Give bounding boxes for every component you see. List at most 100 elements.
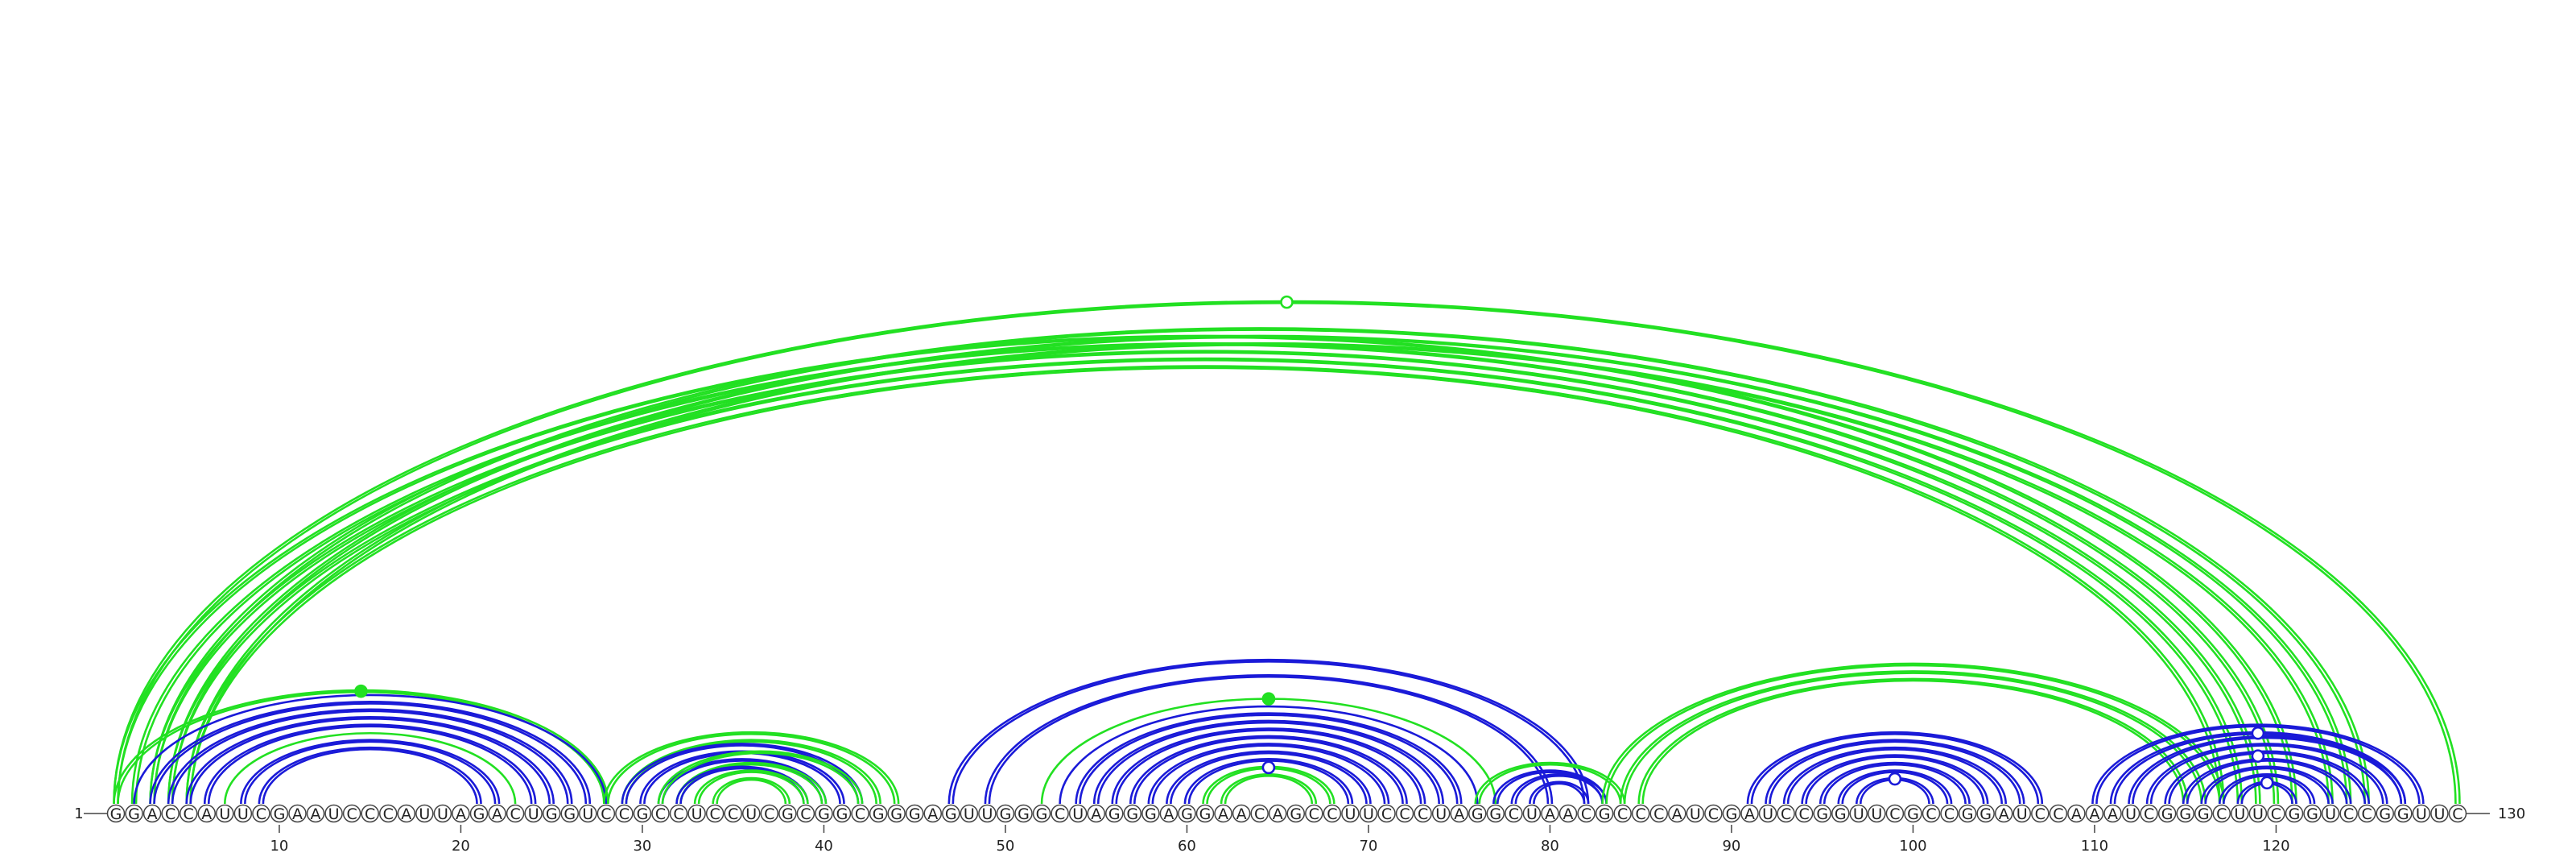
base-pair-arc-3-27-1 <box>149 701 592 805</box>
base-pair-arc-4-118-2 <box>171 358 2240 805</box>
nucleotide-circle-104 <box>1976 804 1995 823</box>
base-pair-arc-4-124-1 <box>167 334 2352 805</box>
nucleotide-106: U <box>2017 805 2028 823</box>
nucleotide-circle-57 <box>1123 804 1142 823</box>
base-pair-arc-91-107-1 <box>1746 731 2044 805</box>
nucleotide-84: C <box>1617 805 1628 823</box>
nucleotide-16: C <box>383 805 394 823</box>
nucleotide-9: C <box>256 805 266 823</box>
nucleotide-circle-129 <box>2430 804 2449 823</box>
nucleotide-54: U <box>1072 805 1084 823</box>
base-pair-arc-110-128-1 <box>2091 723 2425 805</box>
nucleotide-2: G <box>128 805 140 823</box>
base-pair-arc-116-123-1 <box>2200 765 2334 805</box>
nucleotide-circle-3 <box>142 804 162 823</box>
start-label: 1 <box>74 805 83 822</box>
nucleotide-124: C <box>2343 805 2354 823</box>
nucleotide-114: G <box>2161 805 2174 823</box>
nucleotide-circle-112 <box>2121 804 2140 823</box>
base-pair-arc-110-128-2 <box>2095 725 2421 805</box>
base-pair-arc-3-125-2 <box>153 329 2366 805</box>
nucleotide-48: U <box>964 805 975 823</box>
base-pair-arc-28-44-2 <box>607 733 896 805</box>
nucleotide-circle-78 <box>1505 804 1523 823</box>
nucleotide-circle-100 <box>1904 804 1922 823</box>
nucleotide-circle-68 <box>1323 804 1342 823</box>
nucleotide-circle-4 <box>161 804 180 823</box>
nucleotide-circle-34 <box>705 804 724 823</box>
nucleotide-circle-114 <box>2157 804 2177 823</box>
base-pair-arc-55-74-1 <box>1092 719 1444 805</box>
base-pair-arc-78-83-2 <box>1514 775 1604 805</box>
nucleotide-129: U <box>2434 805 2445 823</box>
nucleotide-circle-13 <box>324 804 343 823</box>
nucleotide-38: G <box>782 805 794 823</box>
nucleotide-12: A <box>311 805 321 823</box>
nucleotide-65: A <box>1273 805 1283 823</box>
nucleotide-81: A <box>1563 805 1574 823</box>
nucleotide-26: G <box>564 805 576 823</box>
nucleotide-circle-1 <box>106 804 126 823</box>
nucleotide-85: C <box>1636 805 1646 823</box>
base-pair-arc-47-82-1 <box>947 658 1590 805</box>
nucleotide-circle-10 <box>270 804 289 823</box>
nucleotide-122: G <box>2306 805 2318 823</box>
base-pair-arc-49-80-2 <box>988 675 1550 805</box>
base-pair-arc-33-39-1 <box>693 769 809 805</box>
base-pair-arc-56-73-2 <box>1115 729 1422 805</box>
arcs-layer <box>113 300 2461 805</box>
nucleotide-113: C <box>2144 805 2154 823</box>
nucleotide-circle-94 <box>1794 804 1814 823</box>
base-pair-arc-94-104-2 <box>1805 756 1985 805</box>
nucleotide-130: C <box>2452 805 2462 823</box>
nucleotide-10: G <box>274 805 286 823</box>
nucleotide-circle-52 <box>1032 804 1051 823</box>
nucleotide-33: U <box>691 805 703 823</box>
nucleotide-73: C <box>1418 805 1428 823</box>
nucleotide-circle-41 <box>832 804 852 823</box>
nucleotide-circle-125 <box>2357 804 2376 823</box>
nucleotide-40: G <box>818 805 830 823</box>
nucleotide-circle-38 <box>778 804 797 823</box>
nucleotide-87: A <box>1672 805 1682 823</box>
nucleotide-52: G <box>1036 805 1048 823</box>
arc-marker-61-68 <box>1261 760 1276 775</box>
markers-layer <box>354 295 2274 790</box>
nucleotide-31: C <box>655 805 666 823</box>
nucleotide-circle-5 <box>179 804 198 823</box>
nucleotide-27: U <box>582 805 593 823</box>
nucleotide-circle-74 <box>1431 804 1451 823</box>
base-pair-arc-5-117-1 <box>185 365 2225 805</box>
tick-label-40: 40 <box>815 838 833 855</box>
nucleotide-circle-15 <box>361 804 379 823</box>
nucleotide-66: G <box>1290 805 1302 823</box>
nucleotide-119: U <box>2252 805 2264 823</box>
nucleotide-101: C <box>1926 805 1936 823</box>
base-pair-arc-117-122-1 <box>2219 773 2316 805</box>
base-pair-arc-59-70-2 <box>1170 751 1368 805</box>
nucleotide-circle-2 <box>125 804 143 823</box>
base-pair-arc-115-124-1 <box>2182 758 2352 805</box>
base-pair-arc-93-105-2 <box>1786 747 2003 805</box>
base-pair-arc-49-80-1 <box>984 673 1554 805</box>
base-pair-arc-78-83-1 <box>1510 773 1608 805</box>
nucleotide-58: G <box>1145 805 1157 823</box>
base-pair-arc-116-123-2 <box>2204 767 2330 805</box>
nucleotide-circle-56 <box>1105 804 1124 823</box>
base-pair-arc-9-21-1 <box>258 746 482 805</box>
nucleotide-82: C <box>1581 805 1591 823</box>
base-pair-arc-58-71-2 <box>1151 744 1386 805</box>
nucleotide-circle-25 <box>542 804 561 823</box>
base-pair-arc-33-39-2 <box>697 771 805 805</box>
base-pair-arc-4-26-1 <box>167 708 573 805</box>
nucleotide-circle-130 <box>2448 804 2467 823</box>
base-pair-arc-34-38-1 <box>712 776 791 805</box>
nucleotide-47: G <box>945 805 957 823</box>
nucleotide-28: C <box>601 805 611 823</box>
nucleotide-128: U <box>2416 805 2427 823</box>
base-pair-arc-54-75-2 <box>1079 714 1459 805</box>
nucleotide-circle-43 <box>869 804 888 823</box>
nucleotide-circle-49 <box>978 804 997 823</box>
nucleotide-97: U <box>1853 805 1864 823</box>
